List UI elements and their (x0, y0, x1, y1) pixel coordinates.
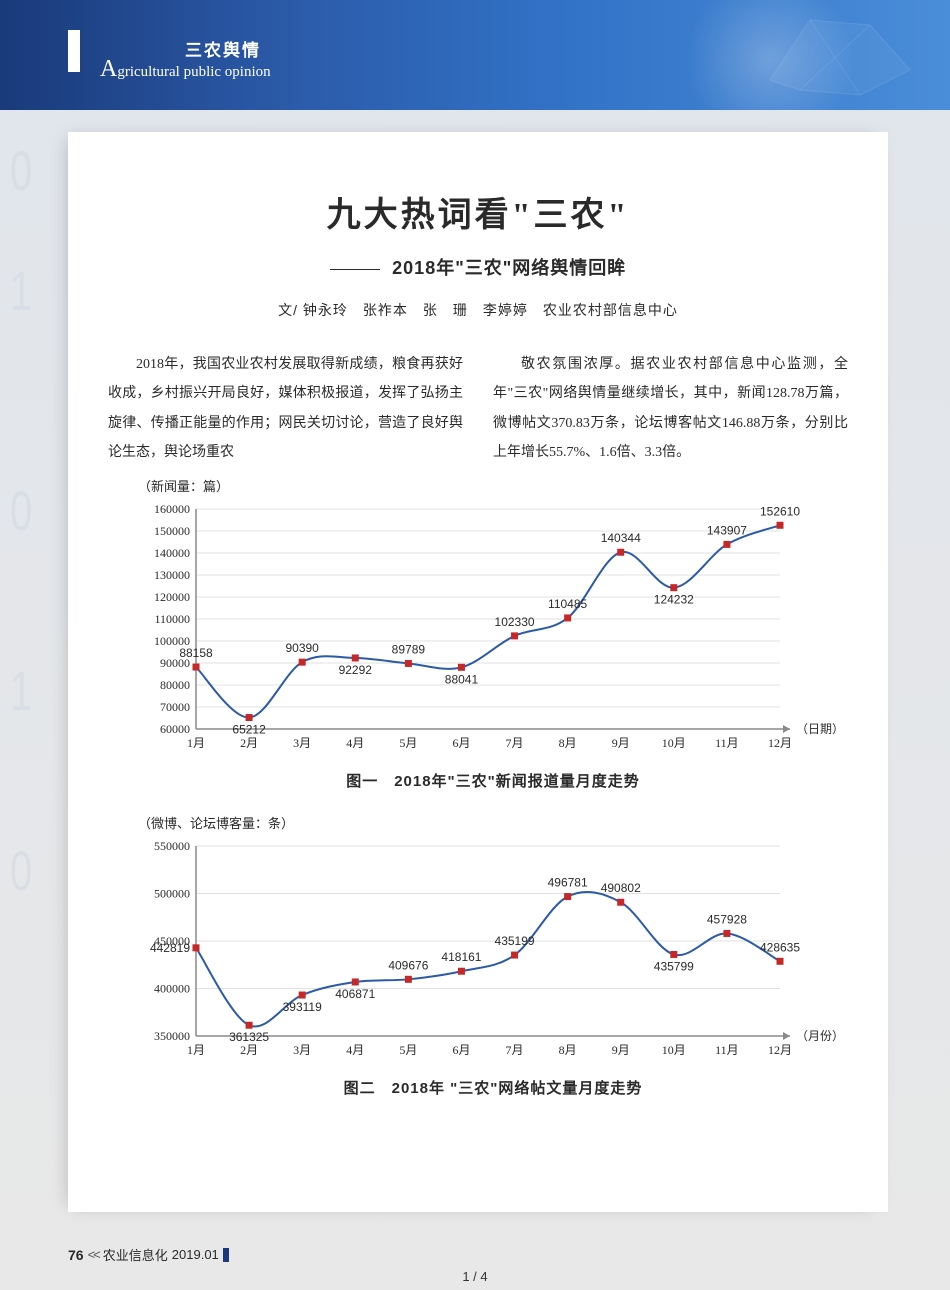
svg-text:5月: 5月 (399, 736, 417, 750)
chart1-y-axis-label: （新闻量：篇） (138, 476, 848, 495)
svg-text:442819: 442819 (150, 940, 190, 954)
svg-text:11月: 11月 (715, 1043, 739, 1057)
svg-text:435199: 435199 (495, 934, 535, 948)
svg-text:496781: 496781 (548, 875, 588, 889)
svg-text:143907: 143907 (707, 523, 747, 537)
svg-text:89789: 89789 (392, 642, 426, 656)
svg-text:6月: 6月 (452, 736, 470, 750)
svg-text:65212: 65212 (232, 722, 266, 736)
svg-text:90390: 90390 (285, 641, 319, 655)
svg-text:400000: 400000 (154, 981, 190, 995)
footer-bar-icon (223, 1248, 229, 1262)
svg-text:2月: 2月 (240, 736, 258, 750)
header-category-en-prefix: A (100, 56, 117, 82)
svg-text:1月: 1月 (187, 1043, 205, 1057)
header-banner: 三农舆情 Agricultural public opinion (0, 0, 950, 110)
svg-text:92292: 92292 (339, 663, 373, 677)
svg-text:9月: 9月 (612, 736, 630, 750)
svg-text:418161: 418161 (441, 950, 481, 964)
svg-text:102330: 102330 (495, 614, 535, 628)
footer-issue: 2019.01 (172, 1247, 219, 1262)
svg-text:（月份）: （月份） (796, 1029, 838, 1043)
svg-text:12月: 12月 (768, 1043, 792, 1057)
page-footer: 76 << 农业信息化 2019.01 (68, 1245, 229, 1264)
page-card: 九大热词看"三农" 2018年"三农"网络舆情回眸 文/ 钟永玲 张祚本 张 珊… (68, 132, 888, 1212)
svg-text:3月: 3月 (293, 736, 311, 750)
header-mark-icon (68, 30, 80, 72)
svg-text:393119: 393119 (283, 1000, 322, 1014)
svg-text:9月: 9月 (612, 1043, 630, 1057)
header-crystal-decor (760, 10, 920, 100)
body-para-right: 敬农氛围浓厚。据农业农村部信息中心监测，全年"三农"网络舆情量继续增长，其中，新… (493, 350, 848, 468)
chart1-svg: 6000070000800009000010000011000012000013… (138, 497, 838, 757)
svg-text:406871: 406871 (335, 987, 375, 1001)
chart1-caption: 图一 2018年"三农"新闻报道量月度走势 (138, 770, 848, 791)
svg-text:110485: 110485 (548, 596, 587, 610)
chart2-caption: 图二 2018年 "三农"网络帖文量月度走势 (138, 1077, 848, 1098)
svg-text:12月: 12月 (768, 736, 792, 750)
svg-text:10月: 10月 (662, 736, 686, 750)
svg-text:110000: 110000 (154, 612, 190, 626)
svg-text:4月: 4月 (346, 1043, 364, 1057)
svg-text:457928: 457928 (707, 912, 747, 926)
svg-text:150000: 150000 (154, 524, 190, 538)
article-byline: 文/ 钟永玲 张祚本 张 珊 李婷婷 农业农村部信息中心 (68, 300, 888, 320)
svg-text:88041: 88041 (445, 672, 479, 686)
svg-text:10月: 10月 (662, 1043, 686, 1057)
body-col-left: 2018年，我国农业农村发展取得新成绩，粮食再获好收成，乡村振兴开局良好，媒体积… (108, 350, 463, 468)
svg-text:550000: 550000 (154, 839, 190, 853)
footer-page-number: 76 (68, 1247, 84, 1263)
svg-text:409676: 409676 (388, 958, 428, 972)
svg-text:124232: 124232 (654, 592, 694, 606)
side-decor-numbers: 0 1 0 1 0 (0, 150, 68, 1050)
article-subtitle-row: 2018年"三农"网络舆情回眸 (68, 254, 888, 280)
svg-text:7月: 7月 (506, 736, 524, 750)
chart2-svg: 3500004000004500005000005500001月2月3月4月5月… (138, 834, 838, 1064)
header-category-en-rest: gricultural public opinion (117, 64, 270, 80)
svg-text:130000: 130000 (154, 568, 190, 582)
subtitle-dash-icon (330, 269, 380, 270)
svg-text:6月: 6月 (452, 1043, 470, 1057)
svg-text:152610: 152610 (760, 504, 800, 518)
svg-text:490802: 490802 (601, 881, 641, 895)
page-counter: 1 / 4 (0, 1269, 950, 1284)
svg-text:2月: 2月 (240, 1043, 258, 1057)
svg-text:140344: 140344 (601, 531, 641, 545)
article-subtitle: 2018年"三农"网络舆情回眸 (392, 258, 626, 278)
svg-text:120000: 120000 (154, 590, 190, 604)
body-para-left: 2018年，我国农业农村发展取得新成绩，粮食再获好收成，乡村振兴开局良好，媒体积… (108, 350, 463, 468)
chart2-container: （微博、论坛博客量：条） 350000400000450000500000550… (138, 813, 848, 1098)
footer-magazine: 农业信息化 (103, 1245, 168, 1264)
svg-text:1月: 1月 (187, 736, 205, 750)
svg-text:11月: 11月 (715, 736, 739, 750)
body-columns: 2018年，我国农业农村发展取得新成绩，粮食再获好收成，乡村振兴开局良好，媒体积… (108, 350, 848, 468)
svg-text:4月: 4月 (346, 736, 364, 750)
svg-text:8月: 8月 (559, 736, 577, 750)
svg-text:350000: 350000 (154, 1029, 190, 1043)
chart1-container: （新闻量：篇） 60000700008000090000100000110000… (138, 476, 848, 791)
svg-text:3月: 3月 (293, 1043, 311, 1057)
body-col-right: 敬农氛围浓厚。据农业农村部信息中心监测，全年"三农"网络舆情量继续增长，其中，新… (493, 350, 848, 468)
svg-text:88158: 88158 (179, 646, 213, 660)
article-title: 九大热词看"三农" (68, 187, 888, 236)
svg-text:7月: 7月 (506, 1043, 524, 1057)
svg-text:435799: 435799 (654, 959, 694, 973)
chart2-y-axis-label: （微博、论坛博客量：条） (138, 813, 848, 832)
header-category-en: Agricultural public opinion (100, 56, 271, 83)
svg-text:（日期）: （日期） (796, 722, 838, 736)
svg-text:80000: 80000 (160, 678, 190, 692)
svg-text:361325: 361325 (229, 1030, 269, 1044)
svg-text:428635: 428635 (760, 940, 800, 954)
svg-text:70000: 70000 (160, 700, 190, 714)
svg-text:5月: 5月 (399, 1043, 417, 1057)
footer-arrows-icon: << (88, 1247, 99, 1262)
svg-text:160000: 160000 (154, 502, 190, 516)
svg-text:8月: 8月 (559, 1043, 577, 1057)
svg-text:60000: 60000 (160, 722, 190, 736)
svg-text:500000: 500000 (154, 886, 190, 900)
svg-text:140000: 140000 (154, 546, 190, 560)
